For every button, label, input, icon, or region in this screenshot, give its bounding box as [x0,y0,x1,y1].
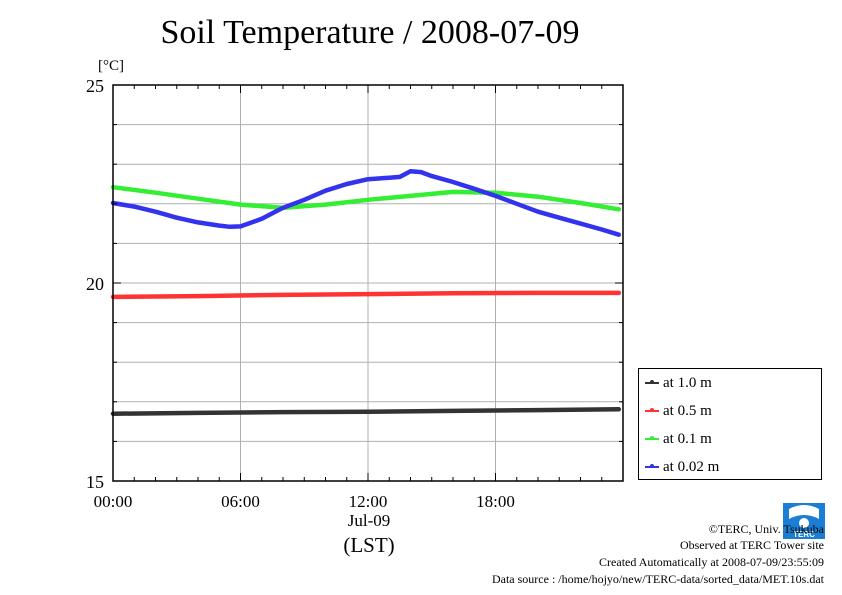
terc-logo: TERC [783,503,825,539]
y-tick-label: 20 [86,274,104,294]
series-line-1 [110,290,622,300]
legend-item: at 1.0 m [645,373,712,393]
legend-item: at 0.5 m [645,401,712,421]
legend-label: at 0.02 m [663,458,720,475]
x-tick-label: 00:00 [94,492,133,511]
x-tick-label: 12:00 [349,492,388,511]
legend-swatch [645,436,659,440]
x-tick-label: 18:00 [476,492,515,511]
x-axis-date-label: Jul-09 [348,511,391,530]
copyright-text: ©TERC, Univ. Tsukuba [708,522,824,536]
series-line-3 [110,169,622,237]
legend-swatch [645,408,659,412]
y-axis-label: [°C] [98,58,124,74]
x-axis-label: (LST) [343,533,394,557]
legend-swatch [645,464,659,468]
legend-label: at 0.5 m [663,402,712,419]
chart-title: Soil Temperature / 2008-07-09 [160,14,580,51]
axis-ticks: 00:00 06:00 12:00 18:00 15 20 25 [86,76,623,511]
grid-lines [113,85,623,481]
data-source-text: Data source : /home/hojyo/new/TERC-data/… [491,572,824,586]
y-tick-label: 15 [86,472,104,492]
legend-label: at 1.0 m [663,374,712,391]
series-lines [110,169,622,416]
legend-item: at 0.02 m [645,457,719,477]
series-line-2 [110,184,622,212]
created-text: Created Automatically at 2008-07-09/23:5… [599,555,824,569]
legend-swatch [645,380,659,384]
y-tick-label: 25 [86,76,104,96]
legend-item: at 0.1 m [645,429,712,449]
site-text: Observed at TERC Tower site [679,538,824,552]
logo-lettering: TERC [793,530,815,539]
chart-legend: at 1.0 m at 0.5 m at 0.1 m at 0.02 m [638,368,822,480]
series-line-0 [110,407,622,416]
x-tick-label: 06:00 [221,492,260,511]
legend-label: at 0.1 m [663,430,712,447]
